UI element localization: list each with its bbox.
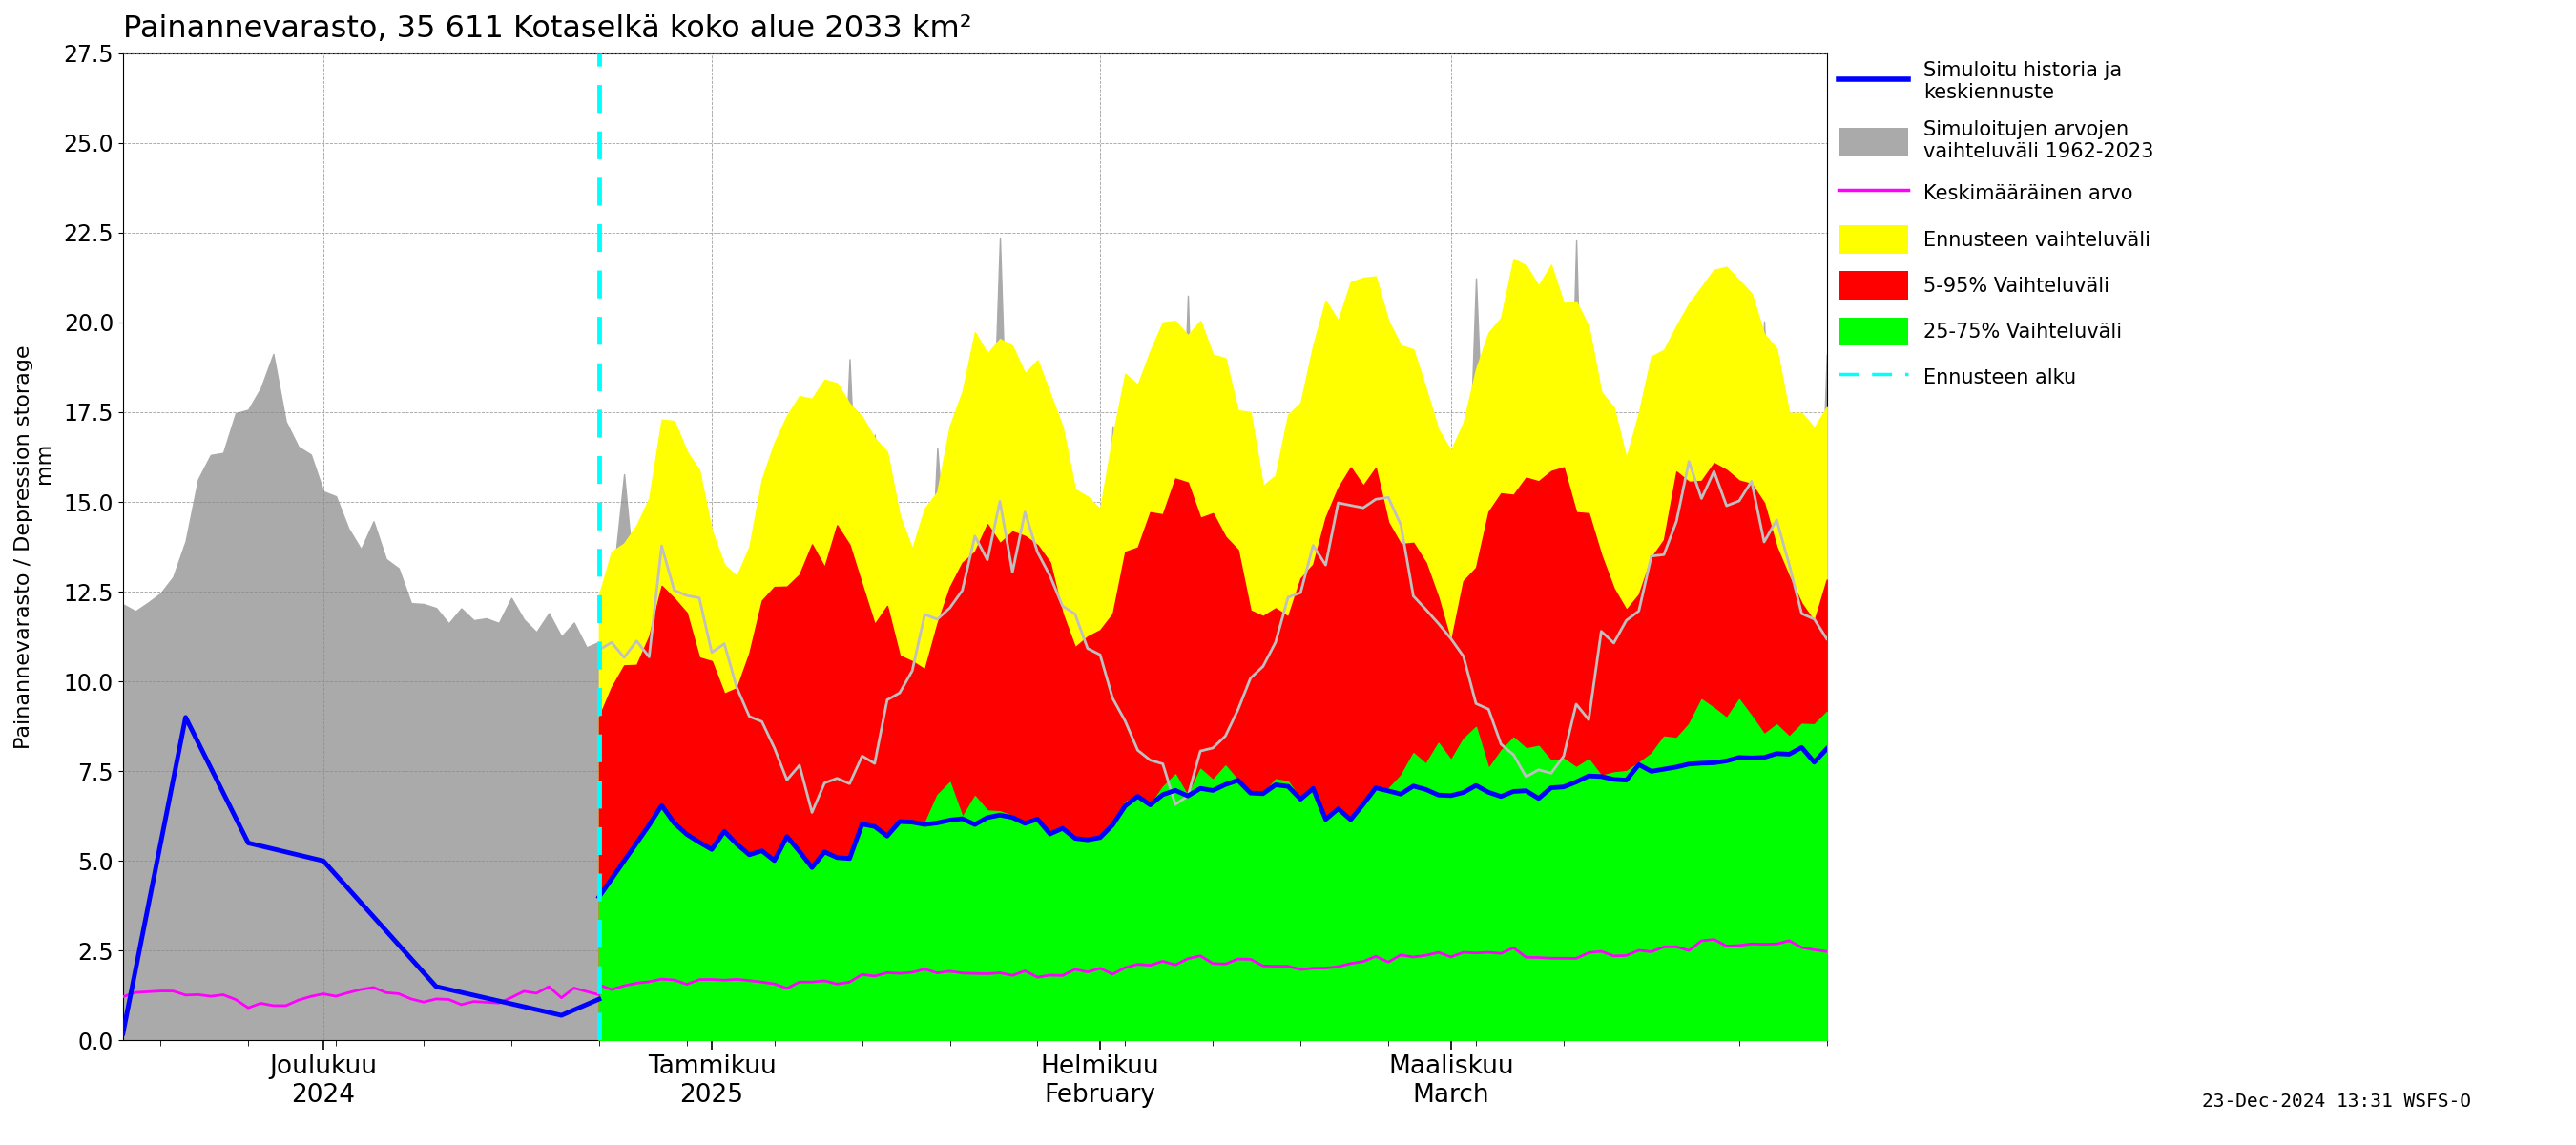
Text: 23-Dec-2024 13:31 WSFS-O: 23-Dec-2024 13:31 WSFS-O <box>2202 1092 2470 1111</box>
Legend: Simuloitu historia ja
keskiennuste, Simuloitujen arvojen
vaihteluväli 1962-2023,: Simuloitu historia ja keskiennuste, Simu… <box>1829 53 2161 400</box>
Y-axis label: Painannevarasto / Depression storage
                        mm: Painannevarasto / Depression storage mm <box>15 345 57 749</box>
Text: Painannevarasto, 35 611 Kotaselkä koko alue 2033 km²: Painannevarasto, 35 611 Kotaselkä koko a… <box>124 14 971 44</box>
